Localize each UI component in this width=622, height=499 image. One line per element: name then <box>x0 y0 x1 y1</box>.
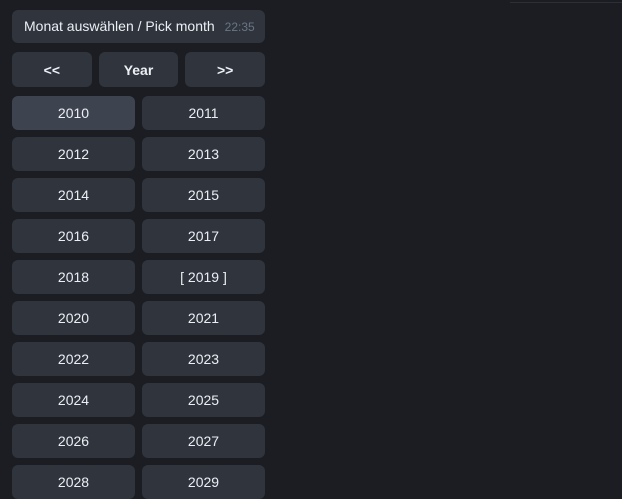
year-cell[interactable]: 2028 <box>12 465 135 499</box>
year-cell[interactable]: 2027 <box>142 424 265 458</box>
year-cell[interactable]: 2018 <box>12 260 135 294</box>
year-cell[interactable]: 2026 <box>12 424 135 458</box>
year-cell[interactable]: 2020 <box>12 301 135 335</box>
top-hairline-divider <box>510 2 622 3</box>
year-grid: 2010 2011 2012 2013 2014 2015 2016 2017 2018[ 20… <box>12 96 265 499</box>
year-cell[interactable]: 2017 <box>142 219 265 253</box>
year-cell[interactable]: 2024 <box>12 383 135 417</box>
year-cell[interactable]: 2021 <box>142 301 265 335</box>
picker-time: 22:35 <box>224 20 255 34</box>
year-cell[interactable]: 2025 <box>142 383 265 417</box>
period-unit-button[interactable]: Year <box>98 52 179 87</box>
year-cell[interactable]: 2010 <box>12 96 135 130</box>
picker-nav-row: << Year >> <box>12 52 266 87</box>
year-cell[interactable]: 2023 <box>142 342 265 376</box>
year-cell[interactable]: 2012 <box>12 137 135 171</box>
year-picker-panel: Monat auswählen / Pick month 22:35 << Ye… <box>0 0 277 499</box>
year-cell[interactable]: 2029 <box>142 465 265 499</box>
picker-header: Monat auswählen / Pick month 22:35 <box>12 10 265 43</box>
year-cell[interactable]: 2011 <box>142 96 265 130</box>
next-period-button[interactable]: >> <box>185 52 266 87</box>
year-cell[interactable]: [ 2019 ] <box>142 260 265 294</box>
year-cell[interactable]: 2014 <box>12 178 135 212</box>
picker-title: Monat auswählen / Pick month <box>24 18 215 34</box>
year-cell[interactable]: 2022 <box>12 342 135 376</box>
prev-period-button[interactable]: << <box>12 52 92 87</box>
year-cell[interactable]: 2013 <box>142 137 265 171</box>
year-cell[interactable]: 2015 <box>142 178 265 212</box>
year-cell[interactable]: 2016 <box>12 219 135 253</box>
